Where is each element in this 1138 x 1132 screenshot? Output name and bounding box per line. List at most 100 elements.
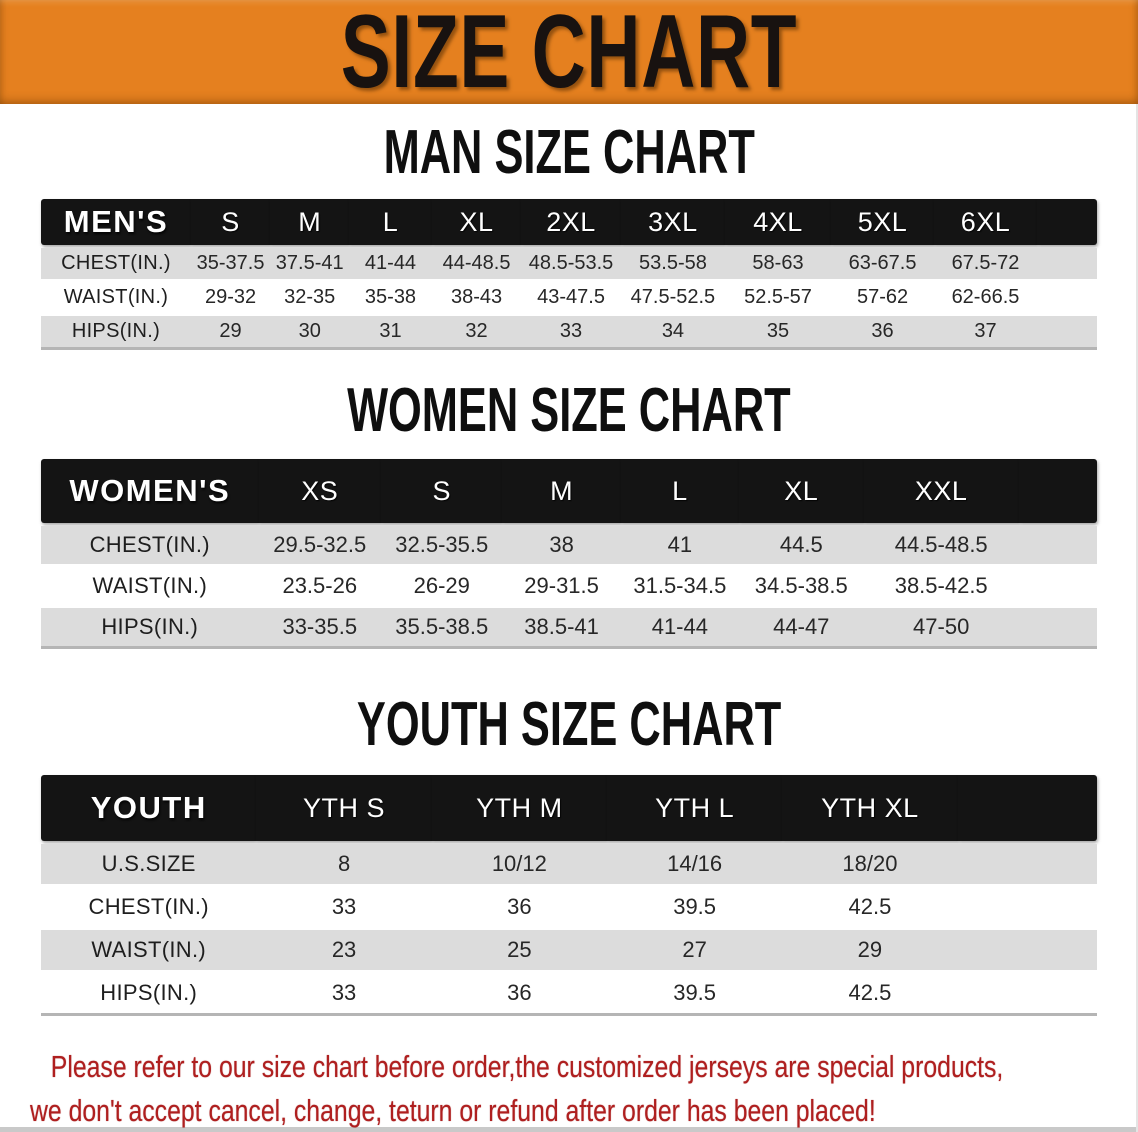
- size-value: 67.5-72: [934, 248, 1037, 279]
- size-value: 29-32: [190, 282, 271, 313]
- size-column-header: 6XL: [934, 199, 1037, 245]
- size-value: 26-29: [381, 567, 503, 605]
- disclaimer-line-1: Please refer to our size chart before or…: [50, 1049, 1004, 1084]
- size-column-header: L: [349, 199, 432, 245]
- size-value: 48.5-53.5: [521, 248, 621, 279]
- banner-title: SIZE CHART: [340, 0, 798, 110]
- size-value: 47-50: [863, 608, 1019, 649]
- size-value: 33: [521, 316, 621, 350]
- table-row: CHEST(IN.) 33 36 39.5 42.5: [41, 887, 1097, 927]
- row-spacer: [957, 887, 1097, 927]
- size-value: 33: [256, 973, 432, 1016]
- size-value: 38.5-42.5: [863, 567, 1019, 605]
- measurement-label: WAIST(IN.): [41, 567, 259, 605]
- table-header-row: YOUTH YTH S YTH M YTH L YTH XL: [41, 775, 1097, 841]
- size-column-header: XS: [258, 459, 382, 523]
- header-spacer: [1018, 459, 1097, 523]
- table-row: HIPS(IN.) 29 30 31 32 33 34 35 36 37: [41, 316, 1097, 350]
- measurement-label: U.S.SIZE: [41, 844, 257, 884]
- size-column-header: YTH L: [606, 775, 783, 841]
- size-column-header: L: [620, 459, 739, 523]
- size-value: 32-35: [270, 282, 350, 313]
- size-value: 29-31.5: [502, 567, 621, 605]
- size-value: 34.5-38.5: [738, 567, 864, 605]
- size-value: 35-37.5: [190, 248, 271, 279]
- size-value: 38.5-41: [502, 608, 621, 649]
- size-value: 53.5-58: [620, 248, 726, 279]
- men-size-table: MEN'S S M L XL 2XL 3XL 4XL 5XL 6XL CHEST(IN.) 35-37…: [41, 196, 1097, 353]
- size-value: 39.5: [606, 973, 783, 1016]
- row-spacer: [957, 930, 1097, 970]
- measurement-label: CHEST(IN.): [41, 526, 259, 564]
- size-value: 41-44: [620, 608, 739, 649]
- women-section-heading-text: WOMEN SIZE CHART: [347, 376, 791, 445]
- size-chart-banner: SIZE CHART: [0, 0, 1138, 104]
- size-column-header: 2XL: [521, 199, 621, 245]
- disclaimer-line-2: we don't accept cancel, change, teturn o…: [30, 1093, 876, 1128]
- measurement-label: HIPS(IN.): [41, 973, 257, 1016]
- size-value: 29: [782, 930, 958, 970]
- size-value: 44.5-48.5: [863, 526, 1019, 564]
- table-group-label: MEN'S: [41, 199, 191, 245]
- size-value: 25: [431, 930, 607, 970]
- size-value: 14/16: [606, 844, 783, 884]
- row-spacer: [957, 973, 1097, 1016]
- size-value: 33-35.5: [258, 608, 382, 649]
- table-row: HIPS(IN.) 33-35.5 35.5-38.5 38.5-41 41-44 44-…: [41, 608, 1097, 649]
- size-value: 63-67.5: [830, 248, 935, 279]
- row-spacer: [957, 844, 1097, 884]
- header-spacer: [957, 775, 1097, 841]
- size-value: 32: [431, 316, 522, 350]
- size-value: 43-47.5: [521, 282, 621, 313]
- size-value: 32.5-35.5: [381, 526, 503, 564]
- men-section-heading-text: MAN SIZE CHART: [383, 118, 755, 187]
- row-spacer: [1036, 282, 1097, 313]
- size-column-header: XL: [431, 199, 522, 245]
- size-value: 34: [620, 316, 726, 350]
- measurement-label: CHEST(IN.): [41, 248, 191, 279]
- size-value: 29.5-32.5: [258, 526, 382, 564]
- table-row: WAIST(IN.) 23 25 27 29: [41, 930, 1097, 970]
- size-value: 35: [725, 316, 831, 350]
- size-value: 52.5-57: [725, 282, 831, 313]
- table-row: U.S.SIZE 8 10/12 14/16 18/20: [41, 844, 1097, 884]
- size-value: 44.5: [738, 526, 864, 564]
- size-column-header: 4XL: [725, 199, 831, 245]
- table-row: WAIST(IN.) 23.5-26 26-29 29-31.5 31.5-34.5 34…: [41, 567, 1097, 605]
- measurement-label: WAIST(IN.): [41, 282, 191, 313]
- row-spacer: [1018, 608, 1097, 649]
- size-value: 35.5-38.5: [381, 608, 503, 649]
- measurement-label: HIPS(IN.): [41, 608, 259, 649]
- size-column-header: S: [190, 199, 271, 245]
- size-value: 23: [256, 930, 432, 970]
- size-value: 33: [256, 887, 432, 927]
- youth-size-table: YOUTH YTH S YTH M YTH L YTH XL U.S.SIZE 8 10/12…: [41, 772, 1097, 1019]
- size-value: 37: [934, 316, 1037, 350]
- size-column-header: YTH XL: [782, 775, 958, 841]
- size-column-header: 5XL: [830, 199, 935, 245]
- size-column-header: S: [381, 459, 503, 523]
- women-section-heading: WOMEN SIZE CHART: [0, 376, 1138, 445]
- size-value: 62-66.5: [934, 282, 1037, 313]
- size-value: 10/12: [431, 844, 607, 884]
- size-value: 42.5: [782, 887, 958, 927]
- women-section: WOMEN SIZE CHART WOMEN'S XS S M L XL XXL CHEST(…: [0, 376, 1138, 652]
- size-column-header: M: [270, 199, 350, 245]
- table-header-row: MEN'S S M L XL 2XL 3XL 4XL 5XL 6XL: [41, 199, 1097, 245]
- size-value: 8: [256, 844, 432, 884]
- row-spacer: [1036, 316, 1097, 350]
- size-value: 27: [606, 930, 783, 970]
- size-value: 31.5-34.5: [620, 567, 739, 605]
- youth-section-heading: YOUTH SIZE CHART: [0, 690, 1138, 759]
- size-column-header: XXL: [863, 459, 1019, 523]
- size-value: 18/20: [782, 844, 958, 884]
- size-value: 36: [431, 973, 607, 1016]
- youth-section-heading-text: YOUTH SIZE CHART: [356, 690, 782, 759]
- measurement-label: CHEST(IN.): [41, 887, 257, 927]
- size-value: 37.5-41: [270, 248, 350, 279]
- men-section: MAN SIZE CHART MEN'S S M L XL 2XL 3XL 4XL 5XL 6XL…: [0, 118, 1138, 353]
- size-value: 30: [270, 316, 350, 350]
- men-section-heading: MAN SIZE CHART: [0, 118, 1138, 187]
- table-group-label: YOUTH: [41, 775, 257, 841]
